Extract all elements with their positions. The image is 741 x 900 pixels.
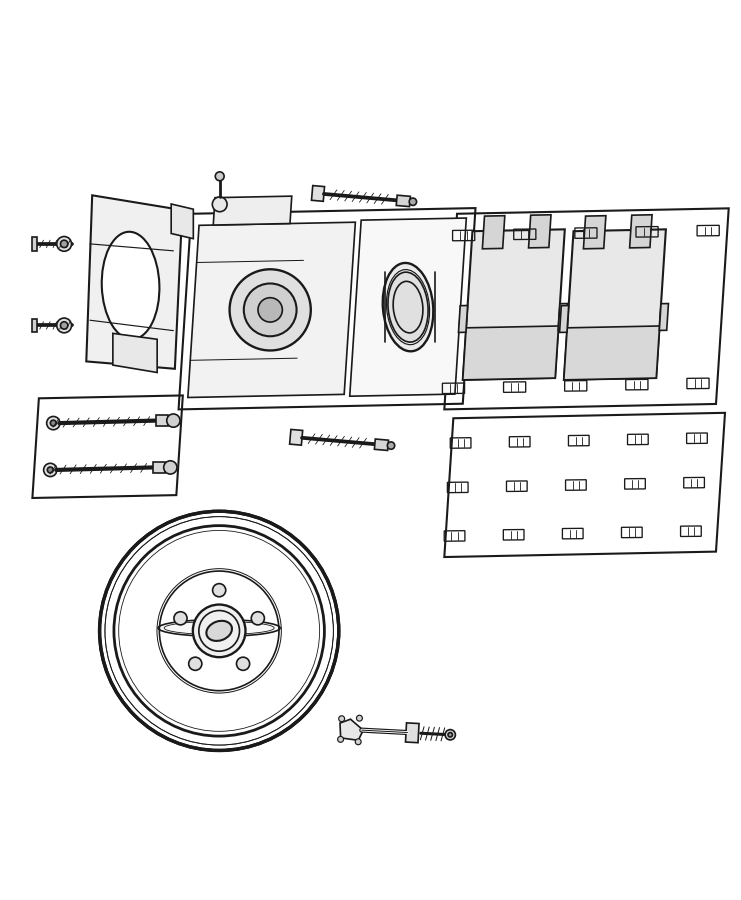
Polygon shape <box>564 230 666 380</box>
Circle shape <box>57 318 72 333</box>
Polygon shape <box>350 218 466 396</box>
Circle shape <box>61 240 68 248</box>
Circle shape <box>388 442 395 449</box>
Circle shape <box>44 464 57 477</box>
Circle shape <box>409 198 416 205</box>
Polygon shape <box>213 196 292 225</box>
Circle shape <box>448 733 453 737</box>
Polygon shape <box>340 719 363 741</box>
Polygon shape <box>559 305 568 332</box>
Circle shape <box>47 417 60 429</box>
Polygon shape <box>659 303 668 330</box>
Circle shape <box>244 284 296 337</box>
Circle shape <box>61 321 68 329</box>
Polygon shape <box>33 238 37 250</box>
Ellipse shape <box>383 263 433 351</box>
Polygon shape <box>463 326 559 380</box>
Polygon shape <box>463 230 565 380</box>
Circle shape <box>355 739 361 744</box>
Polygon shape <box>564 326 659 380</box>
Polygon shape <box>558 303 568 330</box>
Polygon shape <box>459 305 468 332</box>
Circle shape <box>213 583 226 597</box>
Circle shape <box>57 237 72 251</box>
Polygon shape <box>290 429 302 445</box>
Polygon shape <box>528 215 551 248</box>
Polygon shape <box>171 204 193 238</box>
Polygon shape <box>33 319 37 332</box>
Polygon shape <box>405 723 419 742</box>
Polygon shape <box>583 216 606 248</box>
Circle shape <box>339 716 345 722</box>
Ellipse shape <box>207 621 232 641</box>
Circle shape <box>47 467 53 472</box>
Circle shape <box>213 197 227 211</box>
Polygon shape <box>374 439 388 451</box>
Ellipse shape <box>158 619 280 636</box>
Circle shape <box>258 298 282 322</box>
Polygon shape <box>482 216 505 248</box>
Circle shape <box>236 657 250 670</box>
Circle shape <box>216 172 224 181</box>
Polygon shape <box>156 415 168 427</box>
Polygon shape <box>311 185 325 202</box>
Polygon shape <box>188 222 356 398</box>
Ellipse shape <box>102 232 159 339</box>
Circle shape <box>164 461 177 474</box>
Circle shape <box>193 605 245 657</box>
Circle shape <box>251 612 265 625</box>
Polygon shape <box>86 195 182 369</box>
Circle shape <box>356 716 362 721</box>
Polygon shape <box>630 215 652 248</box>
Circle shape <box>50 420 56 426</box>
Circle shape <box>174 612 187 625</box>
Circle shape <box>445 730 456 740</box>
Ellipse shape <box>388 272 428 342</box>
Polygon shape <box>153 462 165 473</box>
Polygon shape <box>396 195 411 207</box>
Circle shape <box>230 269 310 350</box>
Polygon shape <box>113 333 157 373</box>
Circle shape <box>189 657 202 670</box>
Circle shape <box>167 414 180 427</box>
Circle shape <box>338 736 344 742</box>
